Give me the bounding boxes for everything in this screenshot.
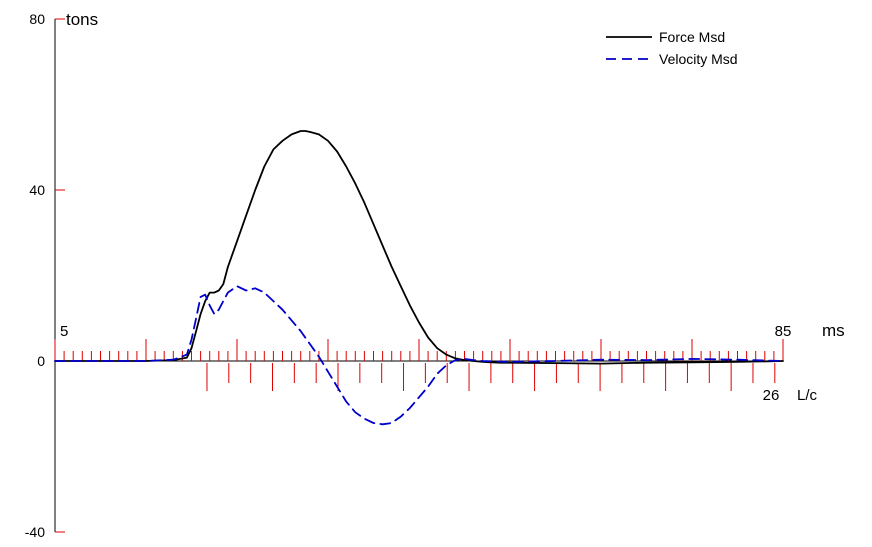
y-tick-label: 80 — [29, 11, 45, 27]
y-tick-label: 40 — [29, 182, 45, 198]
x-axis-unit: ms — [822, 321, 845, 340]
series-force-line — [54, 130, 784, 365]
series-velocity-line — [54, 285, 784, 426]
series-lines — [54, 130, 784, 426]
x-axis-end-label: 85 — [775, 323, 792, 340]
lc-axis-unit: L/c — [797, 387, 818, 404]
x-axis-ticks — [54, 339, 784, 361]
y-axis: 80 40 0 -40 — [25, 11, 783, 540]
y-tick-label: 0 — [37, 353, 45, 369]
legend-label-velocity: Velocity Msd — [659, 51, 738, 67]
y-axis-title: tons — [66, 10, 98, 29]
legend-label-force: Force Msd — [659, 29, 725, 45]
lc-axis-ticks — [206, 363, 776, 391]
legend: Force Msd Velocity Msd — [606, 29, 738, 67]
lc-axis-end-label: 26 — [763, 387, 780, 404]
y-tick-label: -40 — [25, 524, 45, 540]
x-axis-start-label: 5 — [60, 323, 68, 340]
